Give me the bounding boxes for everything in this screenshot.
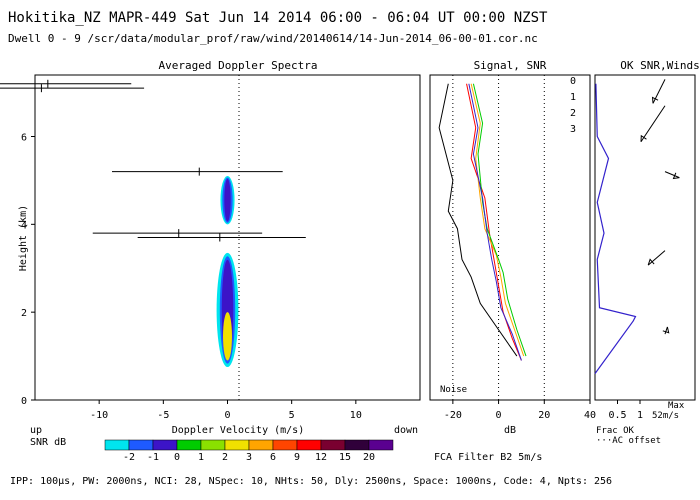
signal-series-1 <box>470 83 525 357</box>
colorbar-cell-0 <box>104 439 130 451</box>
wind-vector-head-0 <box>651 96 659 104</box>
down-label: down <box>394 425 418 436</box>
signal-series-3 <box>468 83 522 361</box>
spectra-xtick-label-1: -5 <box>157 410 169 421</box>
spectra-ytick-label-1: 2 <box>21 308 27 319</box>
colorbar-tick-7: 9 <box>294 452 300 463</box>
colorbar-tick-1: -1 <box>147 452 159 463</box>
wind-vector-2 <box>664 171 680 179</box>
signal-snr-panel: Signal, SNR dB Noise -20 0 20 40 0 1 2 3 <box>429 59 596 436</box>
colorbar-cell-3 <box>176 439 202 451</box>
colorbar-cell-11 <box>368 439 394 451</box>
spectrum-blob-2-0 <box>223 312 232 361</box>
signal-legend-item-2: 2 <box>570 108 576 119</box>
colorbar-tick-10: 20 <box>363 452 375 463</box>
signal-legend-item-3: 3 <box>570 124 576 135</box>
signal-title: Signal, SNR <box>474 59 547 72</box>
colorbar: SNR dB -2 -1 0 1 2 3 6 9 12 15 20 <box>30 437 394 463</box>
wind-vector-head-3 <box>647 258 655 266</box>
signal-series-0 <box>466 83 522 361</box>
signal-series-2 <box>472 83 527 357</box>
wind-vector-head-4 <box>662 326 670 334</box>
wind-max-value: 52m/s <box>652 411 679 421</box>
ok-xticks: 0.5 1 <box>608 400 643 421</box>
fca-filter: FCA Filter B2 5m/s <box>434 452 542 463</box>
spectra-title: Averaged Doppler Spectra <box>159 59 318 72</box>
wind-vector-head-2 <box>672 172 680 180</box>
ac-offset-label: ···AC offset <box>596 436 661 446</box>
colorbar-cell-2 <box>152 439 178 451</box>
colorbar-cells <box>104 439 394 451</box>
spectra-ytick-label-3: 6 <box>21 132 27 143</box>
colorbar-tick-3: 1 <box>198 452 204 463</box>
colorbar-cell-1 <box>128 439 154 451</box>
spectra-errorbars <box>0 79 306 242</box>
colorbar-tick-2: 0 <box>174 452 180 463</box>
wind-max-label: Max <box>668 401 685 411</box>
spectra-xtick-label-4: 10 <box>350 410 362 421</box>
header-title: Hokitika_NZ MAPR-449 Sat Jun 14 2014 06:… <box>8 10 548 26</box>
colorbar-tick-4: 2 <box>222 452 228 463</box>
header-subtitle: Dwell 0 - 9 /scr/data/modular_prof/raw/w… <box>8 32 538 45</box>
ok-snr-winds-panel: OK SNR,Winds Frac OK ···AC offset Max 52… <box>594 59 700 446</box>
ok-frame <box>594 74 696 401</box>
spectra-ylabel: Height (km) <box>18 205 29 271</box>
colorbar-tick-5: 3 <box>246 452 252 463</box>
up-label: up <box>30 425 42 436</box>
signal-xtick-label-1: 0 <box>496 410 502 421</box>
ok-lines <box>594 83 637 375</box>
signal-legend-item-0: 0 <box>570 76 576 87</box>
colorbar-cell-6 <box>248 439 274 451</box>
wind-vector-head-1 <box>640 134 647 142</box>
colorbar-tick-9: 15 <box>339 452 351 463</box>
ok-xtick-label-1: 1 <box>637 410 643 421</box>
spectra-xtick-label-3: 5 <box>289 410 295 421</box>
ok-xtick-label-0: 0.5 <box>608 410 626 421</box>
signal-series-signal <box>438 83 518 357</box>
colorbar-cell-5 <box>224 439 250 451</box>
colorbar-ticks: -2 -1 0 1 2 3 6 9 12 15 20 <box>123 452 375 463</box>
signal-xtick-label-0: -20 <box>444 410 462 421</box>
signal-legend-item-1: 1 <box>570 92 576 103</box>
spectra-xtick-label-2: 0 <box>224 410 230 421</box>
spectra-panel: Averaged Doppler Spectra Doppler Velocit… <box>0 59 421 436</box>
spectra-xlabel: Doppler Velocity (m/s) <box>172 425 304 436</box>
colorbar-cell-4 <box>200 439 226 451</box>
colorbar-tick-8: 12 <box>315 452 327 463</box>
spectra-xticks: -10 -5 0 5 10 <box>90 400 362 421</box>
colorbar-tick-0: -2 <box>123 452 135 463</box>
signal-xtick-label-3: 40 <box>584 410 596 421</box>
signal-xtick-label-2: 20 <box>538 410 550 421</box>
wind-vector-0 <box>652 79 666 104</box>
spectra-yticks: 0 2 4 6 <box>21 132 35 407</box>
spectra-xtick-label-0: -10 <box>90 410 108 421</box>
colorbar-tick-6: 6 <box>270 452 276 463</box>
signal-frame <box>429 74 591 401</box>
spectrum-blob-0-2 <box>224 178 231 222</box>
footer-params: IPP: 100µs, PW: 2000ns, NCI: 28, NSpec: … <box>10 476 612 487</box>
colorbar-cell-7 <box>272 439 298 451</box>
signal-lines <box>438 83 527 361</box>
colorbar-cell-10 <box>344 439 370 451</box>
signal-legend: 0 1 2 3 <box>570 76 576 135</box>
wind-vector-3 <box>647 250 666 266</box>
signal-grid <box>452 75 545 400</box>
spectra-ytick-label-2: 4 <box>21 220 27 231</box>
wind-vector-1 <box>640 105 666 143</box>
wind-vectors <box>640 79 680 335</box>
spectra-ytick-label-0: 0 <box>21 396 27 407</box>
noise-label: Noise <box>440 385 467 395</box>
signal-xticks: -20 0 20 40 <box>444 400 596 421</box>
colorbar-cell-8 <box>296 439 322 451</box>
colorbar-label: SNR dB <box>30 437 66 448</box>
wind-vector-4 <box>664 326 668 335</box>
ok-series-frac-ok <box>594 83 637 375</box>
signal-xlabel: dB <box>504 425 516 436</box>
spectra-blobs <box>216 176 239 368</box>
ok-title: OK SNR,Winds <box>620 59 699 72</box>
frac-ok-label: Frac OK <box>596 426 635 436</box>
colorbar-cell-9 <box>320 439 346 451</box>
